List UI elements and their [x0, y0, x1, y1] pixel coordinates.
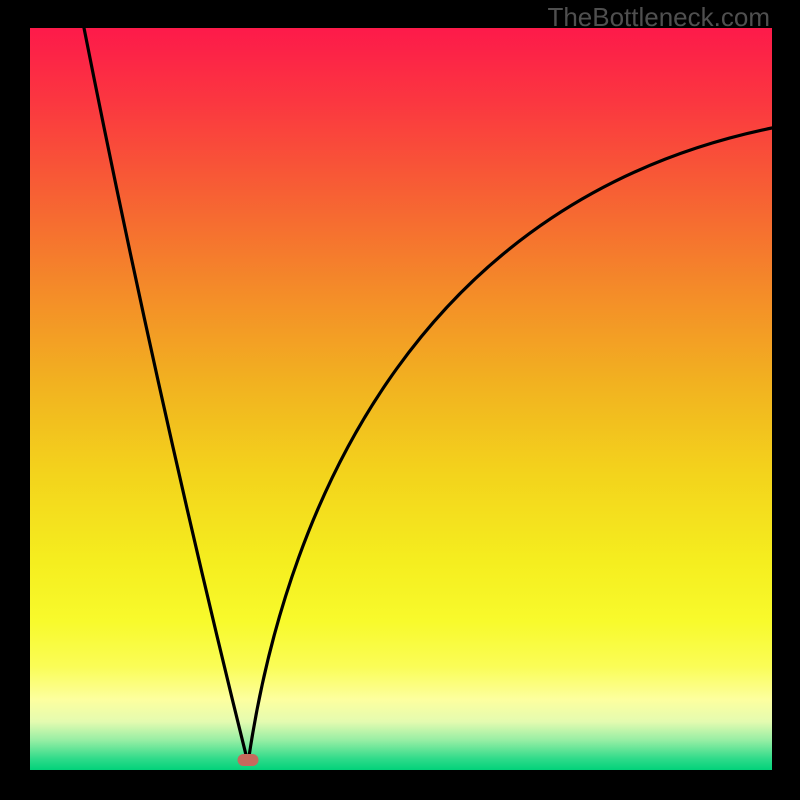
bottleneck-curve [30, 28, 772, 770]
plot-area [30, 28, 772, 770]
optimal-point-marker [238, 754, 259, 766]
chart-frame [0, 0, 800, 800]
watermark-text: TheBottleneck.com [547, 2, 770, 33]
